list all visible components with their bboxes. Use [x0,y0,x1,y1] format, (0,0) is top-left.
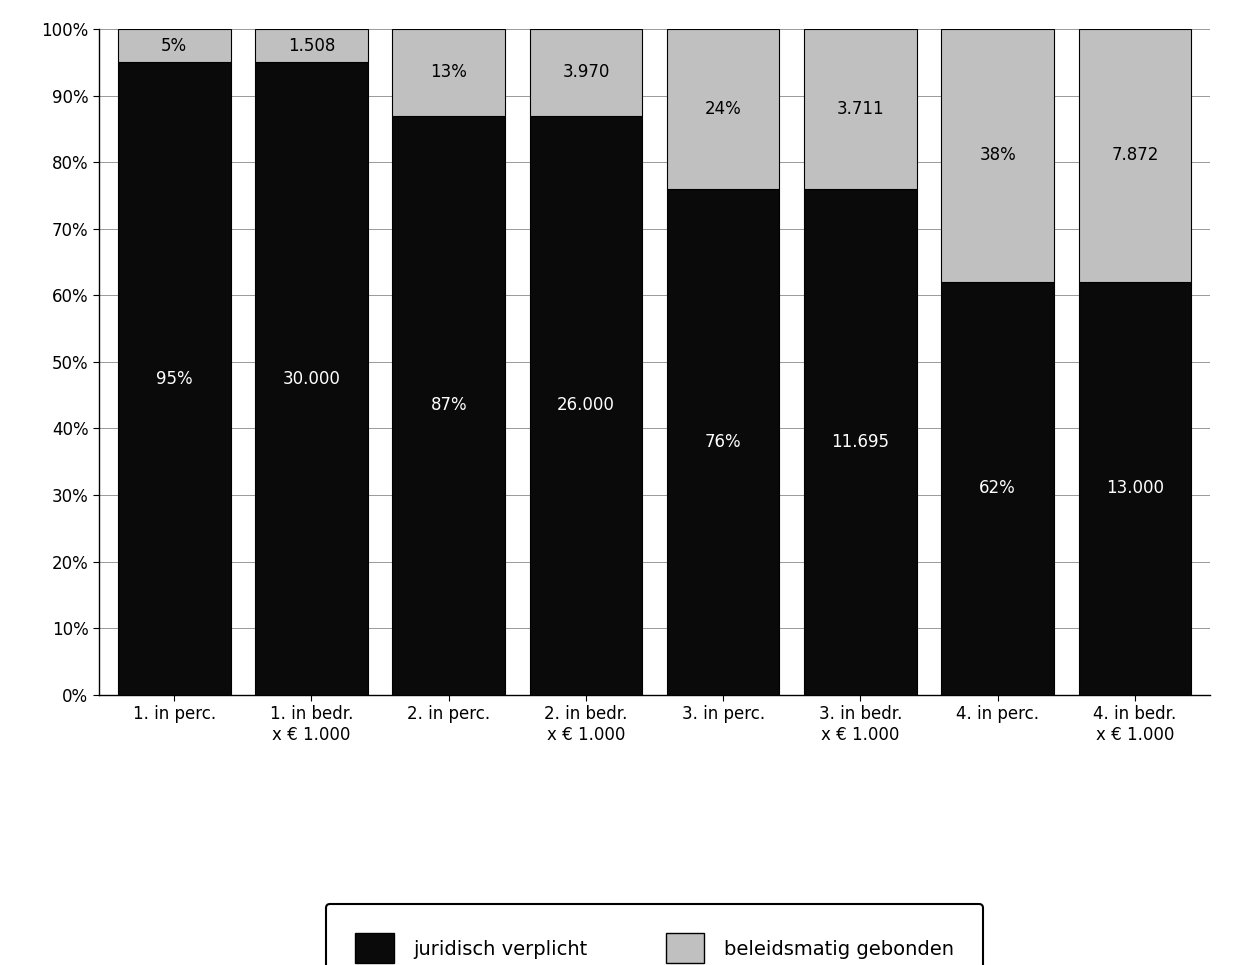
Bar [256,29,368,63]
Bar [941,282,1053,695]
Bar [119,63,231,695]
Text: 5%: 5% [162,37,188,55]
Text: 7.872: 7.872 [1112,147,1158,164]
Bar [804,189,916,695]
Bar [530,116,642,695]
Bar [1078,29,1191,282]
Text: 1.508: 1.508 [288,37,335,55]
Bar [804,29,916,189]
Bar [667,189,779,695]
Text: 95%: 95% [156,370,193,388]
Bar [119,29,231,63]
Text: 87%: 87% [431,397,467,414]
Legend: juridisch verplicht, beleidsmatig gebonden: juridisch verplicht, beleidsmatig gebond… [326,904,983,965]
Text: 76%: 76% [705,432,741,451]
Text: 3.970: 3.970 [562,64,610,81]
Bar [393,29,505,116]
Text: 3.711: 3.711 [836,99,884,118]
Text: 13.000: 13.000 [1105,480,1163,497]
Text: 38%: 38% [979,147,1016,164]
Bar [1078,282,1191,695]
Text: 11.695: 11.695 [831,432,889,451]
Text: 26.000: 26.000 [557,397,615,414]
Text: 62%: 62% [979,480,1016,497]
Text: 24%: 24% [705,99,741,118]
Bar [256,63,368,695]
Text: 13%: 13% [430,64,467,81]
Bar [941,29,1053,282]
Text: 30.000: 30.000 [283,370,341,388]
Bar [530,29,642,116]
Bar [667,29,779,189]
Bar [393,116,505,695]
